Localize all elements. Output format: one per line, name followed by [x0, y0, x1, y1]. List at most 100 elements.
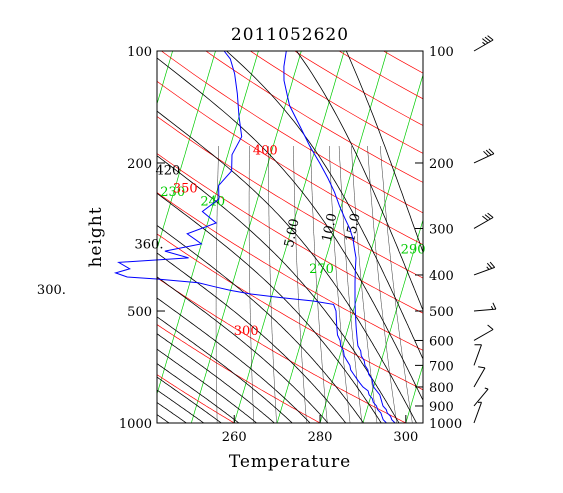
- sounding-profiles: [113, 50, 396, 424]
- right-tick-label: 400: [429, 269, 454, 284]
- dry-adiabat-line: [397, 34, 563, 431]
- y-axis-label: height: [86, 206, 106, 267]
- x-tick-label: 300: [393, 430, 418, 445]
- right-tick-label: 200: [429, 157, 454, 172]
- dry-adiabat-line: [441, 34, 563, 431]
- wind-barb-feather: [478, 366, 486, 369]
- dry-adiabat-line: [0, 34, 74, 431]
- mixing-ratio-label: 5.00: [282, 217, 303, 248]
- moist-adiabat-line: [157, 192, 382, 423]
- dry-adiabat-line: [157, 324, 321, 423]
- isotherm-line: [157, 51, 173, 105]
- right-tick-label: 500: [429, 305, 454, 320]
- moist-adiabat-line: [157, 389, 205, 423]
- right-tick-label: 100: [429, 45, 454, 60]
- wind-barb-feather: [489, 261, 496, 268]
- wind-barb-feather: [482, 41, 486, 45]
- wind-barb-feather: [487, 212, 494, 218]
- isotherm-line: [190, 51, 302, 423]
- moist-adiabat-label: 300.: [37, 283, 66, 298]
- moist-adiabat-label: 360.: [135, 238, 164, 253]
- moist-adiabat-line: [225, 51, 423, 361]
- mixing-ratio-label: 10.0: [320, 212, 341, 243]
- mixing-ratio-line: [329, 145, 351, 423]
- moist-adiabat-line: [157, 333, 276, 423]
- wind-barb-feather: [482, 215, 489, 221]
- dry-adiabat-line: [294, 51, 423, 126]
- isotherm-label: 240: [200, 194, 225, 209]
- moist-adiabat-line: [157, 110, 417, 423]
- right-tick-label: 800: [429, 381, 454, 396]
- wind-barb-feather: [488, 148, 495, 155]
- mixing-ratio-line: [367, 145, 397, 423]
- y-tick-label: 200: [127, 157, 152, 172]
- dry-adiabat-line: [157, 374, 235, 423]
- y-tick-label: 500: [127, 305, 152, 320]
- mixing-ratio-line: [310, 145, 328, 423]
- moist-adiabat-label: 420: [155, 164, 180, 179]
- dry-adiabat-line: [157, 80, 423, 246]
- dry-adiabat-line: [157, 153, 423, 314]
- isotherm-line: [0, 34, 49, 431]
- dry-adiabat-line: [0, 34, 161, 431]
- isotherm-line: [276, 51, 388, 423]
- mixing-ratio-line: [215, 145, 219, 423]
- temperature-profile-line: [283, 50, 396, 424]
- right-tick-label: 300: [429, 222, 454, 237]
- wind-barb-staff: [473, 367, 486, 388]
- x-axis-label: Temperature: [229, 452, 351, 472]
- isotherm-line: [17, 34, 134, 431]
- isotherm-line: [405, 363, 423, 423]
- moist-adiabat-line: [296, 51, 423, 312]
- wind-barb-feather: [485, 149, 492, 156]
- x-tick-label: 280: [308, 430, 333, 445]
- moist-adiabat-line: [157, 363, 240, 423]
- dry-adiabat-label: 400: [253, 144, 278, 159]
- wind-barb-feather: [484, 214, 491, 220]
- isotherm-line: [362, 218, 423, 423]
- mixing-ratio-line: [248, 145, 255, 423]
- mixing-ratio-line: [338, 145, 363, 423]
- right-tick-label: 1000: [429, 417, 462, 432]
- wind-barb-feather: [486, 266, 490, 270]
- dry-adiabat-label: 300: [234, 324, 259, 339]
- moist-adiabat-line: [157, 224, 365, 423]
- isotherm-line: [446, 34, 563, 431]
- x-tick-label: 260: [222, 430, 247, 445]
- dry-adiabat-line: [157, 192, 423, 351]
- wind-barb-staff: [473, 39, 494, 52]
- isotherm-line: [233, 51, 345, 423]
- chart-title: 2011052620: [231, 25, 349, 45]
- y-tick-label: 100: [127, 45, 152, 60]
- wind-barb-feather: [484, 36, 491, 42]
- wind-barbs: [473, 35, 497, 424]
- mixing-ratio-line: [268, 146, 277, 423]
- background-line-labels: 230 240 270 290 300 350 400 300. 360. 420 5.00 10.0…: [37, 144, 426, 339]
- moist-adiabat-line: [157, 348, 258, 423]
- dry-adiabat-line: [382, 51, 423, 74]
- axes: 260 280 300 100 200 500 1000 100 200 300 400 500 600…: [119, 45, 462, 445]
- moist-adiabat-line: [157, 297, 311, 423]
- isotherm-line: [157, 51, 259, 396]
- wind-barb-staff: [473, 329, 494, 341]
- wind-barb-feather: [492, 302, 497, 310]
- wind-barb-staff: [473, 344, 482, 366]
- mixing-ratio-line: [380, 145, 413, 423]
- isotherm-line: [489, 34, 563, 431]
- moist-adiabat-line: [0, 34, 163, 431]
- dry-adiabat-line: [160, 51, 423, 214]
- dry-adiabat-line: [205, 51, 423, 183]
- y-tick-label: 1000: [119, 417, 152, 432]
- wind-barb-feather: [483, 150, 489, 157]
- background-lines: [0, 34, 563, 431]
- mixing-ratio-label: 15.0: [343, 212, 364, 243]
- wind-barb-staff: [473, 153, 495, 164]
- isotherm-label: 290: [401, 242, 426, 257]
- mixing-ratio-line: [293, 145, 307, 423]
- right-tick-label: 600: [429, 334, 454, 349]
- isotherm-label: 270: [309, 262, 334, 277]
- moist-adiabat-line: [157, 316, 293, 423]
- isotherm-line: [0, 34, 6, 431]
- isotherm-line: [157, 51, 216, 251]
